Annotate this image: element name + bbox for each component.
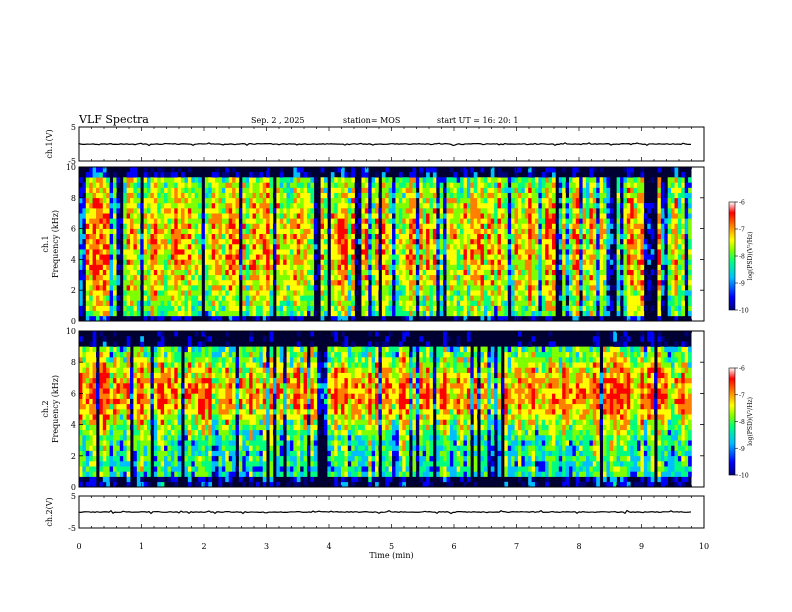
ch1-spectrogram-colorbar-tick: -6 [739, 200, 745, 207]
ch1-spectrogram-colorbar-tick: -10 [739, 308, 749, 315]
ch1-spectrogram-ytick-label: 4 [71, 255, 76, 264]
ch2-spectrogram-colorbar-tick: -10 [739, 473, 749, 480]
ch1-spectrogram-colorbar-tick: -7 [739, 227, 745, 234]
ch2-spectrogram-ytick-label: 8 [71, 358, 76, 367]
ch1-spectrogram-cells [79, 167, 692, 322]
ch1-waveform-ytick-label: -5 [68, 157, 76, 166]
ch1-waveform-trace [78, 142, 692, 147]
xaxis-label: Time (min) [369, 551, 413, 560]
xtick-label: 10 [699, 542, 709, 551]
figure-title: VLF Spectra [79, 113, 149, 126]
station-label: station= MOS [343, 116, 401, 125]
ch1-spectrogram-ytick-label: 0 [71, 317, 76, 326]
ch1-spectrogram-ytick-label: 10 [66, 163, 76, 172]
ch2-spectrogram-ylabel2: Frequency (kHz) [51, 375, 60, 443]
ch2-spectrogram-colorbar [728, 367, 736, 476]
ch2-spectrogram-colorbar-tick: -9 [739, 446, 745, 453]
xtick-label: 3 [264, 542, 269, 551]
xtick-label: 2 [201, 542, 206, 551]
ch1-spectrogram-colorbar-label: log(PSD)(V²/Hz) [747, 232, 754, 281]
start-time-label: start UT = 16: 20: 1 [437, 116, 519, 125]
xtick-label: 9 [639, 542, 644, 551]
ch2-spectrogram-colorbar-label: log(PSD)(V²/Hz) [747, 397, 754, 446]
ch1-waveform-ytick-label: 5 [71, 123, 76, 132]
ch2-spectrogram-ylabel: ch.2 [41, 400, 50, 417]
ch1-spectrogram-ytick-label: 8 [71, 194, 76, 203]
ch1-spectrogram-ylabel2: Frequency (kHz) [51, 210, 60, 278]
ch2-waveform-ytick-label: 5 [71, 492, 76, 501]
date-label: Sep. 2 , 2025 [251, 116, 305, 125]
ch1-spectrogram-ylabel: ch.1 [41, 235, 50, 252]
xtick-label: 4 [326, 542, 331, 551]
ch2-spectrogram-ytick-label: 2 [71, 452, 76, 461]
ch1-spectrogram-colorbar [728, 201, 736, 311]
ch1-spectrogram-colorbar-tick: -8 [739, 254, 745, 261]
ch2-waveform-ytick-label: -5 [68, 524, 76, 533]
ch2-spectrogram-colorbar-tick: -7 [739, 392, 745, 399]
ch2-spectrogram-ytick-label: 4 [71, 421, 76, 430]
ch1-spectrogram-colorbar-tick: -9 [739, 281, 745, 288]
ch2-spectrogram-ytick-label: 0 [71, 483, 76, 492]
xtick-label: 7 [514, 542, 519, 551]
ch2-spectrogram-ytick-label: 6 [71, 389, 76, 398]
ch2-waveform-trace [78, 509, 692, 515]
xtick-label: 6 [451, 542, 456, 551]
ch2-spectrogram-colorbar-tick: -6 [739, 366, 745, 373]
ch1-waveform-ylabel: ch.1(V) [45, 129, 54, 158]
ch1-spectrogram-ytick-label: 2 [71, 286, 76, 295]
ch2-spectrogram-ytick-label: 10 [66, 327, 76, 336]
ch2-spectrogram-cells [79, 331, 692, 488]
ch1-spectrogram-ytick-label: 6 [71, 225, 76, 234]
ch2-waveform-ylabel: ch.2(V) [45, 497, 54, 526]
xtick-label: 0 [76, 542, 81, 551]
xtick-label: 8 [576, 542, 581, 551]
xtick-label: 1 [139, 542, 144, 551]
ch2-spectrogram-colorbar-tick: -8 [739, 419, 745, 426]
xtick-label: 5 [389, 542, 394, 551]
